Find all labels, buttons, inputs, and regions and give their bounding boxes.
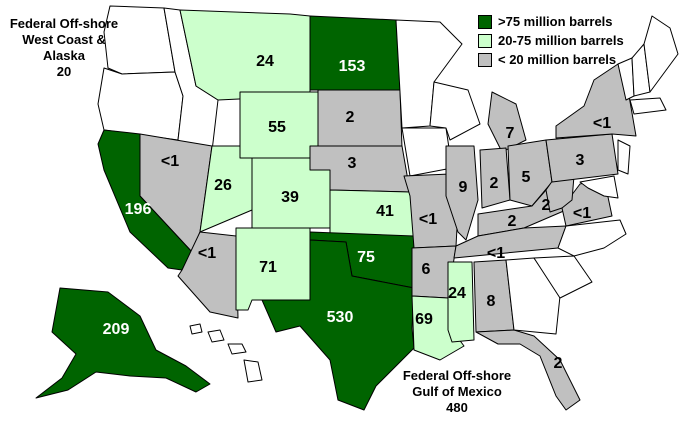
state-value-alaska: 209: [103, 321, 130, 338]
legend-swatch-low: [478, 52, 492, 67]
state-new-mexico: [235, 227, 311, 311]
state-value-west-virginia: 2: [542, 197, 551, 214]
state-value-california: 196: [125, 201, 152, 218]
state-value-south-dakota: 2: [346, 109, 355, 126]
legend-label-high: >75 million barrels: [498, 14, 613, 29]
state-alaska: [35, 287, 211, 399]
legend-item-low: < 20 million barrels: [478, 50, 624, 69]
state-mississippi: [447, 261, 475, 343]
state-florida: [475, 329, 581, 411]
state-value-indiana: 2: [490, 175, 499, 192]
state-value-virginia: <1: [573, 205, 591, 222]
state-tennessee: [453, 225, 567, 259]
state-massachusetts: [629, 97, 667, 115]
state-north-dakota: [309, 15, 401, 91]
state-value-missouri: <1: [419, 211, 437, 228]
legend-swatch-high: [478, 14, 492, 29]
state-value-arkansas: 6: [422, 261, 431, 278]
state-value-montana: 24: [256, 53, 274, 70]
state-south-dakota: [317, 89, 403, 149]
state-value-illinois: 9: [459, 179, 468, 196]
state-value-tennessee: <1: [487, 245, 505, 262]
state-value-oklahoma: 75: [357, 249, 375, 266]
gulf-offshore-note: Federal Off-shore Gulf of Mexico 480: [402, 368, 512, 415]
state-value-arizona: <1: [198, 245, 216, 262]
state-value-texas: 530: [327, 309, 354, 326]
state-south-carolina: [533, 255, 593, 299]
state-value-nevada: <1: [161, 153, 179, 170]
state-maryland: [579, 175, 619, 199]
state-value-kansas: 41: [376, 203, 394, 220]
legend-label-low: < 20 million barrels: [498, 52, 617, 67]
legend-item-high: >75 million barrels: [478, 12, 624, 31]
state-value-michigan: 7: [506, 125, 515, 142]
legend-item-mid: 20-75 million barrels: [478, 31, 624, 50]
state-value-nebraska: 3: [348, 155, 357, 172]
state-value-alabama: 8: [487, 293, 496, 310]
state-maine: [643, 15, 679, 93]
state-value-north-dakota: 153: [339, 58, 366, 75]
state-value-wyoming: 55: [268, 119, 286, 136]
state-value-louisiana: 69: [415, 311, 433, 328]
state-value-mississippi: 24: [448, 285, 466, 302]
legend-swatch-mid: [478, 33, 492, 48]
state-value-new-york: <1: [593, 115, 611, 132]
state-value-utah: 26: [214, 177, 232, 194]
state-value-pennsylvania: 3: [576, 152, 585, 169]
west-offshore-note: Federal Off-shore West Coast & Alaska 20: [9, 16, 119, 79]
state-value-new-mexico: 71: [259, 259, 277, 276]
state-wisconsin: [429, 81, 481, 141]
state-iowa: [401, 127, 453, 177]
state-kansas: [329, 189, 415, 237]
state-new-jersey: [617, 139, 631, 175]
state-michigan: [487, 91, 527, 153]
state-value-colorado: 39: [281, 189, 299, 206]
state-value-kentucky: 2: [508, 213, 517, 230]
state-california: [97, 129, 193, 271]
state-montana: [179, 9, 311, 101]
state-hawaii: [189, 323, 263, 383]
legend-label-mid: 20-75 million barrels: [498, 33, 624, 48]
state-value-florida: 2: [554, 355, 563, 372]
state-value-ohio: 5: [522, 169, 531, 186]
legend: >75 million barrels 20-75 million barrel…: [478, 12, 624, 69]
state-illinois: [445, 145, 479, 241]
